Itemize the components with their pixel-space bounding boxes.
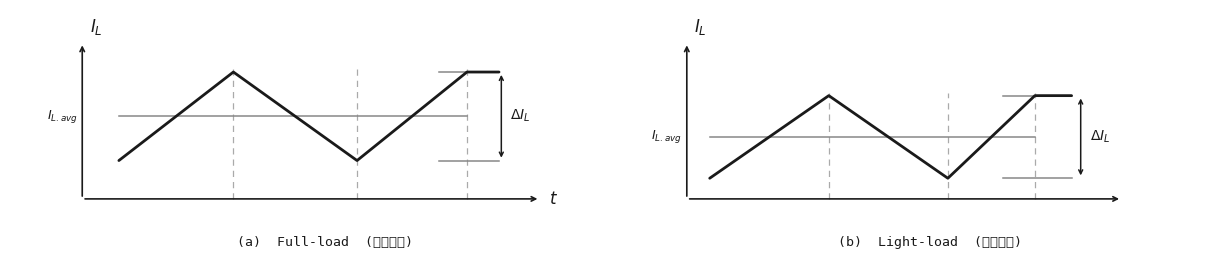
Text: $t$: $t$ (549, 190, 558, 208)
Text: (a)  Full-load  (전부하시): (a) Full-load (전부하시) (238, 236, 413, 249)
Text: (b)  Light-load  (경부하시): (b) Light-load (경부하시) (838, 236, 1022, 249)
Text: $I_{L.avg}$: $I_{L.avg}$ (652, 129, 682, 145)
Text: $I_L$: $I_L$ (694, 17, 706, 37)
Text: $I_L$: $I_L$ (90, 17, 102, 37)
Text: $\Delta I_L$: $\Delta I_L$ (510, 108, 531, 124)
Text: $\Delta I_L$: $\Delta I_L$ (1090, 129, 1111, 145)
Text: $I_{L.avg}$: $I_{L.avg}$ (46, 108, 78, 125)
